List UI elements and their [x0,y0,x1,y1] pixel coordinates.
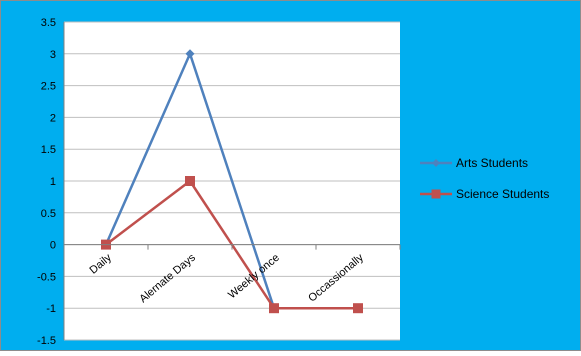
y-tick-label: 2.5 [41,81,56,93]
legend-entry: Science Students [420,187,549,201]
y-tick-label: 0.5 [41,208,56,220]
data-point [353,303,363,314]
y-tick-label: 1 [50,176,56,188]
legend-label: Science Students [456,187,549,201]
legend-swatch-marker [431,189,441,199]
data-point [185,49,195,59]
y-tick-label: 3.5 [41,17,56,29]
data-point [269,303,279,314]
y-tick-label: -0.5 [37,271,56,283]
y-tick-label: 3 [50,49,56,61]
y-tick-label: 2 [50,112,56,124]
y-tick-label: -1.5 [37,335,56,347]
legend: Arts Students Science Students [420,156,549,201]
y-tick-label: 0 [50,240,56,252]
y-tick-label: 1.5 [41,144,56,156]
legend-label: Arts Students [456,156,528,170]
legend-swatch-marker [432,159,440,167]
y-tick-label: -1 [46,303,56,315]
y-axis: 3.5 3 2.5 2 1.5 1 0.5 0 -0.5 -1 -1.5 [37,17,65,347]
legend-entry: Arts Students [420,156,528,170]
data-point [185,176,195,186]
